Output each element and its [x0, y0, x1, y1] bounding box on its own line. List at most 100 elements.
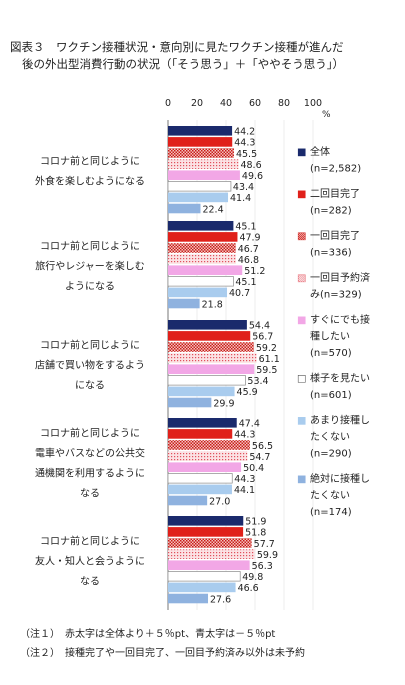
chart-subtitle: 後の外出型消費行動の状況（「そう思う」＋「ややそう思う」）: [22, 57, 344, 71]
category-label: コロナ前と同じように: [40, 534, 140, 547]
value-label: 44.1: [234, 485, 255, 496]
bar: [167, 473, 233, 484]
bar: [168, 527, 244, 537]
category-label: 友人・知人と会うように: [35, 554, 145, 567]
bar: [167, 181, 232, 192]
legend-marker: ■: [297, 189, 306, 200]
note-2: （注２） 接種完了や一回目完了、一回目予約済み以外は未予約: [20, 646, 305, 659]
bar: [168, 495, 208, 506]
value-label: 27.6: [210, 594, 231, 605]
value-label: 46.8: [238, 255, 259, 266]
value-label: 56.5: [252, 441, 273, 452]
legend-sublabel: (n=601): [310, 390, 352, 401]
value-label: 45.1: [235, 277, 256, 288]
bar: [168, 364, 255, 374]
bar: [168, 462, 242, 472]
value-label: 27.0: [209, 496, 230, 507]
category-label: コロナ前と同じように: [40, 338, 140, 351]
value-label: 44.3: [234, 430, 255, 441]
category-label: になる: [75, 379, 105, 391]
category-label: ようになる: [65, 280, 115, 292]
legend-marker: ▧: [297, 273, 306, 284]
category-label: なる: [80, 487, 100, 499]
value-labels: 44.244.345.548.649.643.441.422.445.147.9…: [202, 127, 280, 606]
legend-marker: □: [297, 374, 306, 385]
bar: [168, 203, 201, 214]
legend-sublabel: (n=570): [310, 348, 352, 359]
category-label: 電車やバスなどの公共交: [35, 446, 145, 459]
legend-label: 様子を見たい: [310, 372, 370, 385]
bar: [167, 276, 234, 287]
bar: [168, 484, 232, 495]
x-axis-ticks: 0 20 40 60 80 100: [165, 98, 322, 109]
value-label: 56.7: [252, 332, 273, 343]
legend-sublabel: 種したい: [310, 330, 350, 343]
chart-title: 図表３ ワクチン接種状況・意向別に見たワクチン接種が進んだ: [10, 40, 344, 54]
value-label: 41.4: [230, 193, 251, 204]
bar: [168, 287, 228, 298]
bar: [168, 192, 229, 203]
bar: [168, 549, 255, 559]
bar: [168, 265, 243, 275]
value-label: 44.3: [234, 138, 255, 149]
category-label: 外食を楽しむようになる: [35, 174, 145, 187]
value-label: 51.2: [244, 266, 265, 277]
value-label: 49.8: [242, 572, 263, 583]
bar: [168, 126, 233, 136]
value-label: 45.5: [236, 149, 257, 160]
bar: [168, 170, 240, 180]
legend-sublabel: (n=290): [310, 449, 352, 460]
x-tick-label: 60: [249, 98, 261, 109]
bar: [167, 375, 246, 386]
bars: [167, 126, 257, 604]
legend-label: すぐにでも接: [310, 313, 370, 326]
legend: ■ 全体 (n=2,582) ■ 二回目完了 (n=282) ▩ 一回目完了 (n=336) ▧ 一…: [297, 145, 370, 518]
legend-sublabel: (n=2,582): [310, 164, 361, 175]
value-label: 53.4: [247, 376, 268, 387]
category-labels: コロナ前と同じように外食を楽しむようになるコロナ前と同じように旅行やレジャーを楽…: [35, 154, 145, 587]
bar: [168, 397, 212, 408]
legend-label: あまり接種し: [310, 414, 370, 427]
bar: [168, 331, 251, 341]
axis-unit: %: [322, 110, 331, 120]
value-label: 44.3: [234, 474, 255, 485]
value-label: 47.9: [239, 233, 260, 244]
bar: [167, 571, 241, 582]
x-tick-label: 0: [165, 98, 171, 109]
value-label: 59.2: [256, 343, 277, 354]
value-label: 51.8: [245, 528, 266, 539]
category-label: コロナ前と同じように: [40, 426, 140, 439]
category-label: 店舗で買い物をするよう: [35, 358, 145, 371]
bar: [168, 137, 233, 147]
legend-sublabel: (n=336): [310, 248, 352, 259]
value-label: 51.9: [245, 517, 266, 528]
category-label: なる: [80, 575, 100, 587]
x-tick-label: 100: [304, 98, 322, 109]
value-label: 45.9: [237, 387, 258, 398]
category-label: コロナ前と同じように: [40, 154, 140, 167]
bar: [168, 418, 237, 428]
x-tick-label: 20: [191, 98, 203, 109]
value-label: 46.7: [238, 244, 259, 255]
legend-label: 絶対に接種し: [310, 472, 370, 485]
value-label: 54.7: [249, 452, 270, 463]
value-label: 59.9: [257, 550, 278, 561]
value-label: 57.7: [254, 539, 275, 550]
value-label: 46.6: [238, 583, 259, 594]
bar: [168, 148, 234, 158]
bar: [168, 254, 236, 264]
x-tick-label: 80: [278, 98, 290, 109]
value-label: 22.4: [202, 204, 223, 215]
value-label: 49.6: [242, 171, 263, 182]
bar: [168, 582, 236, 593]
value-label: 43.4: [233, 182, 254, 193]
category-label: 通機関を利用するように: [35, 466, 145, 479]
legend-sublabel: (n=282): [310, 206, 352, 217]
legend-sublabel: (n=174): [310, 507, 352, 518]
bar: [168, 243, 236, 253]
value-label: 59.5: [256, 365, 277, 376]
bar: [168, 232, 238, 242]
x-tick-label: 40: [220, 98, 232, 109]
category-label: 旅行やレジャーを楽しむ: [35, 259, 145, 272]
